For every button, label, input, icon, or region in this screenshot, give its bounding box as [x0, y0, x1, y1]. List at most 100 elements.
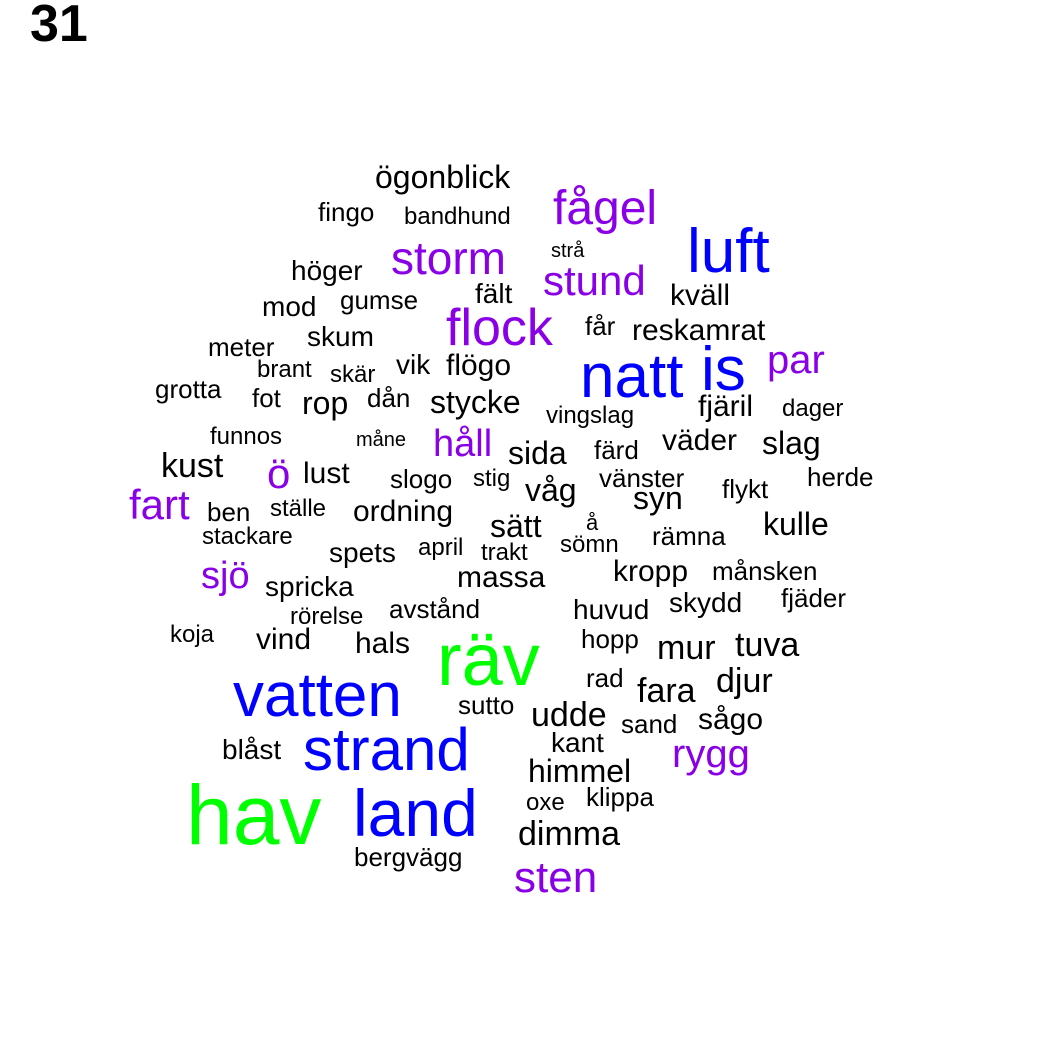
cloud-word: brant	[257, 356, 312, 383]
cloud-word: rygg	[672, 732, 750, 776]
cloud-word: luft	[687, 217, 770, 286]
cloud-word: mur	[657, 629, 716, 667]
cloud-word: dån	[367, 383, 411, 413]
cloud-word: natt	[580, 342, 684, 411]
cloud-word: rad	[586, 663, 624, 693]
cloud-word: flögo	[446, 349, 512, 382]
cloud-word: oxe	[526, 789, 565, 816]
cloud-word: fjäril	[698, 390, 754, 423]
cloud-word: vatten	[233, 661, 402, 730]
cloud-word: gumse	[340, 285, 419, 315]
cloud-word: fart	[129, 481, 190, 528]
cloud-word: skär	[330, 361, 376, 388]
cloud-word: vind	[256, 623, 312, 656]
cloud-word: par	[767, 338, 825, 382]
cloud-word: ö	[267, 450, 291, 497]
cloud-word: räv	[437, 618, 540, 701]
cloud-word: får	[585, 311, 616, 341]
cloud-word: håll	[433, 423, 493, 465]
cloud-word: kant	[551, 727, 604, 758]
cloud-word: väder	[662, 424, 738, 457]
cloud-word: kropp	[613, 555, 689, 588]
cloud-word: dimma	[518, 815, 621, 853]
cloud-word: hav	[186, 768, 322, 862]
cloud-word: slag	[762, 425, 821, 461]
cloud-word: lust	[303, 457, 350, 490]
cloud-word: fågel	[553, 182, 658, 235]
cloud-word: ögonblick	[375, 159, 511, 195]
cloud-word: våg	[525, 472, 577, 508]
cloud-word: sutto	[458, 690, 515, 720]
cloud-word: meter	[208, 332, 275, 362]
cloud-word: dager	[782, 395, 844, 422]
cloud-word: sågo	[698, 703, 764, 736]
cloud-word: måne	[356, 429, 407, 451]
cloud-word: vingslag	[546, 402, 635, 429]
cloud-word: ordning	[353, 495, 454, 528]
cloud-word: fält	[475, 278, 513, 309]
cloud-word: land	[353, 776, 478, 850]
cloud-word: stig	[473, 465, 511, 492]
cloud-word: rämna	[652, 521, 726, 551]
cloud-word: huvud	[573, 594, 650, 625]
cloud-word: fara	[637, 672, 696, 710]
cloud-word: rörelse	[290, 603, 364, 630]
cloud-word: strå	[551, 240, 585, 262]
cloud-word: avstånd	[389, 594, 481, 624]
cloud-word: slogo	[390, 464, 453, 494]
cloud-word: skydd	[669, 587, 743, 618]
cloud-word: reskamrat	[632, 314, 766, 347]
cloud-word: rop	[302, 385, 349, 421]
cloud-word: vänster	[599, 463, 685, 493]
cloud-word: sömn	[560, 531, 619, 558]
cloud-word: mod	[262, 291, 317, 322]
cloud-word: sjö	[201, 555, 250, 597]
cloud-word: flock	[446, 299, 553, 357]
cloud-word: ställe	[270, 495, 327, 522]
cloud-word: klippa	[586, 782, 654, 812]
cloud-word: å	[586, 510, 599, 535]
cloud-word: syn	[633, 480, 683, 516]
cloud-word: fot	[252, 383, 281, 413]
cloud-word: höger	[291, 255, 363, 286]
cloud-word: hals	[355, 627, 411, 660]
cloud-word: herde	[807, 462, 874, 492]
cloud-word: is	[701, 335, 746, 404]
page-number: 31	[30, 0, 88, 53]
cloud-word: kulle	[763, 506, 829, 542]
cloud-word: koja	[170, 621, 215, 648]
cloud-word: kväll	[670, 279, 731, 312]
cloud-word: spets	[329, 537, 396, 568]
cloud-word: månsken	[712, 556, 818, 586]
cloud-word: grotta	[155, 374, 222, 404]
cloud-word: funnos	[210, 423, 283, 450]
cloud-word: massa	[457, 561, 546, 594]
cloud-word: bandhund	[404, 203, 511, 230]
cloud-word: färd	[594, 435, 639, 465]
cloud-word: ben	[207, 497, 251, 527]
cloud-word: strand	[303, 716, 470, 783]
cloud-word: flykt	[722, 474, 769, 504]
cloud-word: sand	[621, 709, 678, 739]
cloud-word: stycke	[430, 384, 521, 420]
cloud-word: djur	[716, 662, 773, 700]
cloud-word: sätt	[490, 508, 542, 544]
cloud-word: blåst	[222, 734, 282, 765]
cloud-word: sten	[514, 853, 598, 902]
cloud-word: spricka	[265, 571, 354, 602]
cloud-word: hopp	[581, 624, 639, 654]
cloud-word: storm	[391, 232, 506, 284]
cloud-word: fingo	[318, 197, 375, 227]
cloud-word: udde	[531, 696, 607, 734]
cloud-word: sida	[508, 435, 567, 471]
cloud-word: fjäder	[781, 583, 847, 613]
cloud-word: stackare	[202, 523, 293, 550]
cloud-word: tuva	[735, 626, 800, 664]
cloud-word: trakt	[481, 539, 528, 566]
cloud-word: skum	[307, 321, 374, 352]
cloud-word: kust	[161, 447, 224, 485]
cloud-word: bergvägg	[354, 842, 463, 872]
cloud-word: himmel	[528, 753, 632, 789]
cloud-word: vik	[396, 349, 431, 380]
